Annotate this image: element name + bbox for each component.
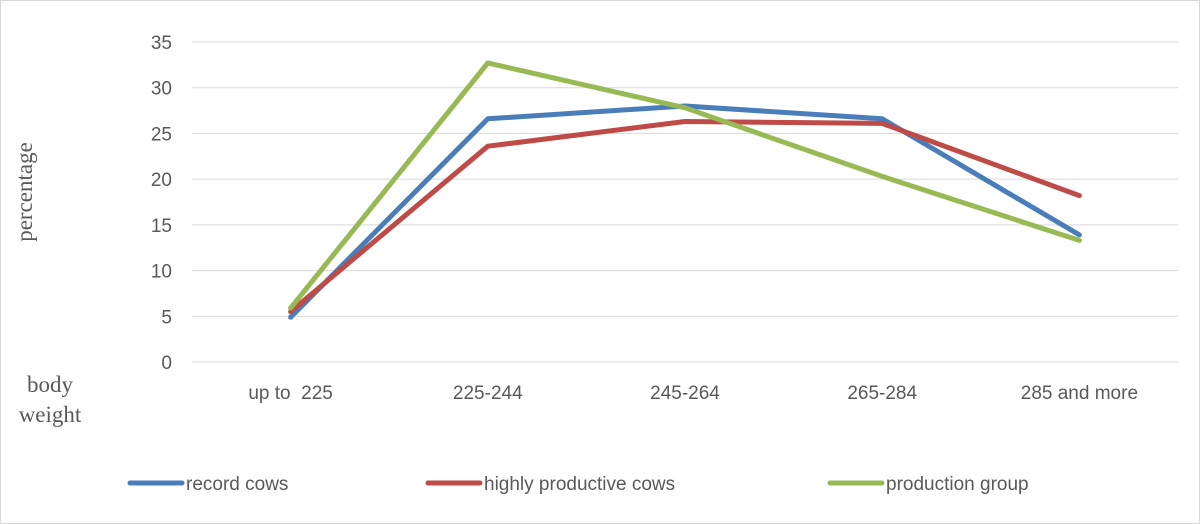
- y-tick-label: 20: [151, 170, 172, 191]
- x-tick-label: up to 225: [248, 383, 333, 404]
- x-tick-label: 285 and more: [1021, 383, 1138, 404]
- y-axis-title: percentage: [12, 142, 37, 242]
- legend-label: record cows: [186, 474, 288, 495]
- x-tick-label: 225-244: [453, 383, 523, 404]
- gridlines: [192, 41, 1178, 363]
- legend: record cows highly productive cows product…: [127, 474, 1029, 495]
- series-line-highly-productive-cows: [288, 119, 1082, 315]
- y-tick-label: 5: [161, 307, 172, 328]
- x-axis-ticks: up to 225 225-244 245-264 265-284 285 and mo…: [248, 383, 1138, 404]
- series-lines: [288, 60, 1082, 320]
- x-tick-label: 265-284: [847, 383, 917, 404]
- y-tick-label: 30: [151, 79, 172, 100]
- y-tick-label: 15: [151, 216, 172, 237]
- y-tick-label: 10: [151, 262, 172, 283]
- series-line-production-group: [288, 60, 1082, 311]
- legend-label: production group: [886, 474, 1029, 495]
- y-axis-ticks: 0 5 10 15 20 25 30 35: [151, 33, 172, 374]
- y-tick-label: 0: [161, 353, 172, 374]
- x-tick-label: 245-264: [650, 383, 720, 404]
- y-tick-label: 25: [151, 124, 172, 145]
- x-axis-title-line-1: body: [27, 372, 74, 397]
- x-axis-title-line-2: weight: [19, 402, 82, 427]
- y-tick-label: 35: [151, 33, 172, 54]
- legend-label: highly productive cows: [484, 474, 675, 495]
